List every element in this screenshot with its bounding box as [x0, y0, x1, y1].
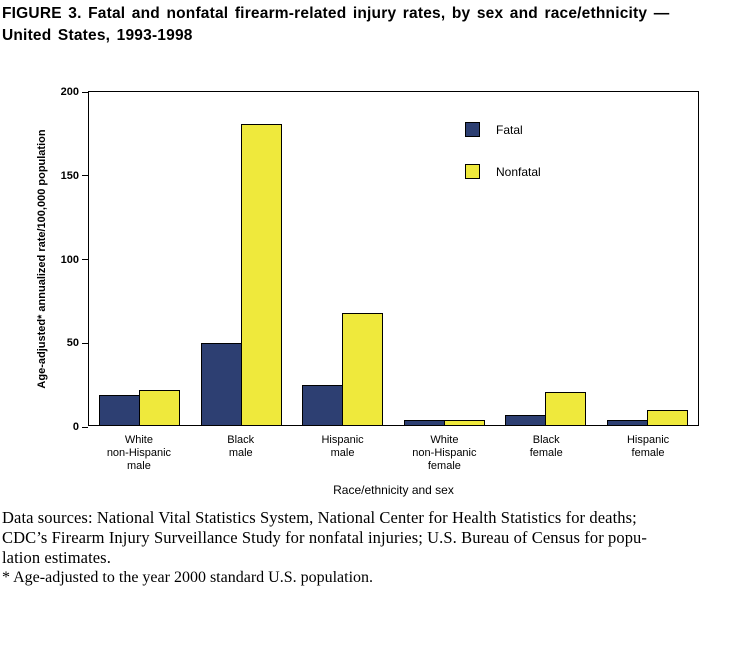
figure-title-line2: United States, 1993-1998 — [2, 27, 193, 44]
bar-nonfatal — [646, 409, 688, 425]
y-tick-label: 150 — [60, 169, 79, 182]
bar-nonfatal — [545, 391, 587, 425]
bar-nonfatal — [342, 312, 384, 425]
y-tick: 50 — [67, 337, 88, 349]
category-label: Black female — [529, 434, 563, 459]
y-tick: 200 — [61, 86, 88, 98]
bar-group — [394, 92, 496, 425]
bar-group — [597, 92, 699, 425]
bar-group — [292, 92, 394, 425]
y-axis-ticks: 0 50 100 150 200 — [0, 86, 88, 433]
x-axis-labels: White non-Hispanic male Black male Hispanic ma… — [88, 434, 699, 473]
bar-nonfatal — [443, 419, 485, 425]
legend-swatch-fatal — [465, 122, 480, 137]
bar-fatal — [302, 384, 344, 425]
bar-group — [89, 92, 191, 425]
category-label: White non-Hispanic male — [106, 434, 172, 472]
tick-mark — [82, 426, 88, 428]
figure-title-line1: FIGURE 3. Fatal and nonfatal firearm-rel… — [2, 5, 670, 22]
data-sources-line1: Data sources: National Vital Statistics … — [2, 508, 637, 527]
tick-mark — [82, 259, 88, 260]
bar-fatal — [505, 414, 547, 425]
legend: Fatal Nonfatal — [465, 122, 541, 206]
category-label: Hispanic male — [321, 434, 364, 459]
bar-chart: Age-adjusted* annualized rate/100,000 po… — [0, 86, 748, 503]
tick-mark — [82, 342, 88, 344]
y-tick: 0 — [73, 421, 88, 433]
legend-label-nonfatal: Nonfatal — [496, 164, 541, 179]
figure-title: FIGURE 3. Fatal and nonfatal firearm-rel… — [0, 0, 748, 47]
tick-mark — [82, 175, 88, 177]
bar-nonfatal — [240, 123, 282, 425]
legend-swatch-nonfatal — [465, 164, 480, 179]
y-tick-label: 200 — [60, 86, 79, 98]
plot-area: Fatal Nonfatal — [88, 91, 699, 426]
category-label: Hispanic female — [626, 434, 670, 459]
legend-label-fatal: Fatal — [496, 122, 523, 137]
bar-group — [495, 92, 597, 425]
bar-fatal — [200, 342, 242, 425]
category-label: Black male — [227, 434, 255, 459]
y-tick-label: 100 — [60, 253, 79, 266]
data-sources-line3: lation estimates. — [2, 548, 111, 567]
category-label: White non-Hispanic female — [412, 434, 477, 472]
data-sources-line2: CDC’s Firearm Injury Surveillance Study … — [2, 528, 648, 547]
y-tick: 150 — [61, 170, 88, 182]
tick-mark — [82, 91, 88, 93]
x-axis-title: Race/ethnicity and sex — [333, 483, 454, 497]
bar-fatal — [403, 419, 445, 425]
bar-group — [191, 92, 293, 425]
y-tick-label: 0 — [72, 421, 79, 433]
bar-nonfatal — [139, 389, 181, 425]
bar-fatal — [99, 394, 141, 425]
y-tick-label: 50 — [66, 337, 79, 350]
bars — [89, 92, 698, 425]
y-tick: 100 — [61, 254, 88, 266]
legend-item-fatal: Fatal — [465, 122, 541, 137]
data-sources: Data sources: National Vital Statistics … — [0, 508, 748, 568]
footnote: * Age-adjusted to the year 2000 standard… — [2, 569, 374, 586]
bar-fatal — [606, 419, 648, 425]
legend-item-nonfatal: Nonfatal — [465, 164, 541, 179]
